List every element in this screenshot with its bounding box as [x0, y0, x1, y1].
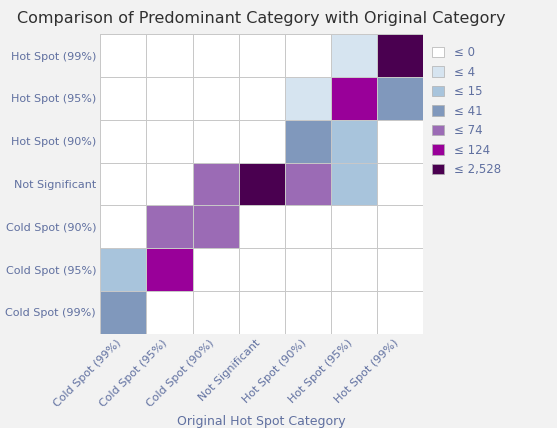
- Bar: [331, 291, 377, 334]
- Bar: [100, 248, 146, 291]
- Title: Comparison of Predominant Category with Original Category: Comparison of Predominant Category with …: [17, 11, 506, 26]
- Bar: [193, 248, 239, 291]
- Bar: [100, 163, 146, 205]
- Bar: [285, 291, 331, 334]
- Bar: [146, 120, 193, 163]
- Bar: [239, 291, 285, 334]
- Bar: [285, 163, 331, 205]
- Bar: [331, 205, 377, 248]
- Bar: [193, 205, 239, 248]
- Bar: [285, 77, 331, 120]
- Bar: [239, 77, 285, 120]
- Bar: [100, 34, 146, 77]
- Bar: [100, 77, 146, 120]
- X-axis label: Original Hot Spot Category: Original Hot Spot Category: [178, 415, 346, 428]
- Bar: [193, 34, 239, 77]
- Bar: [100, 205, 146, 248]
- Bar: [100, 120, 146, 163]
- Bar: [331, 163, 377, 205]
- Bar: [146, 291, 193, 334]
- Bar: [146, 34, 193, 77]
- Bar: [239, 248, 285, 291]
- Bar: [377, 205, 423, 248]
- Bar: [146, 205, 193, 248]
- Bar: [285, 120, 331, 163]
- Bar: [239, 163, 285, 205]
- Bar: [193, 120, 239, 163]
- Bar: [331, 77, 377, 120]
- Bar: [285, 205, 331, 248]
- Bar: [377, 77, 423, 120]
- Bar: [285, 248, 331, 291]
- Bar: [239, 34, 285, 77]
- Bar: [377, 248, 423, 291]
- Bar: [377, 291, 423, 334]
- Bar: [239, 120, 285, 163]
- Bar: [146, 248, 193, 291]
- Bar: [193, 291, 239, 334]
- Bar: [239, 205, 285, 248]
- Bar: [331, 34, 377, 77]
- Bar: [146, 163, 193, 205]
- Bar: [285, 34, 331, 77]
- Bar: [193, 163, 239, 205]
- Bar: [331, 120, 377, 163]
- Bar: [377, 34, 423, 77]
- Bar: [331, 248, 377, 291]
- Bar: [193, 77, 239, 120]
- Bar: [377, 163, 423, 205]
- Bar: [377, 120, 423, 163]
- Bar: [100, 291, 146, 334]
- Bar: [146, 77, 193, 120]
- Legend: ≤ 0, ≤ 4, ≤ 15, ≤ 41, ≤ 74, ≤ 124, ≤ 2,528: ≤ 0, ≤ 4, ≤ 15, ≤ 41, ≤ 74, ≤ 124, ≤ 2,5…: [432, 46, 501, 176]
